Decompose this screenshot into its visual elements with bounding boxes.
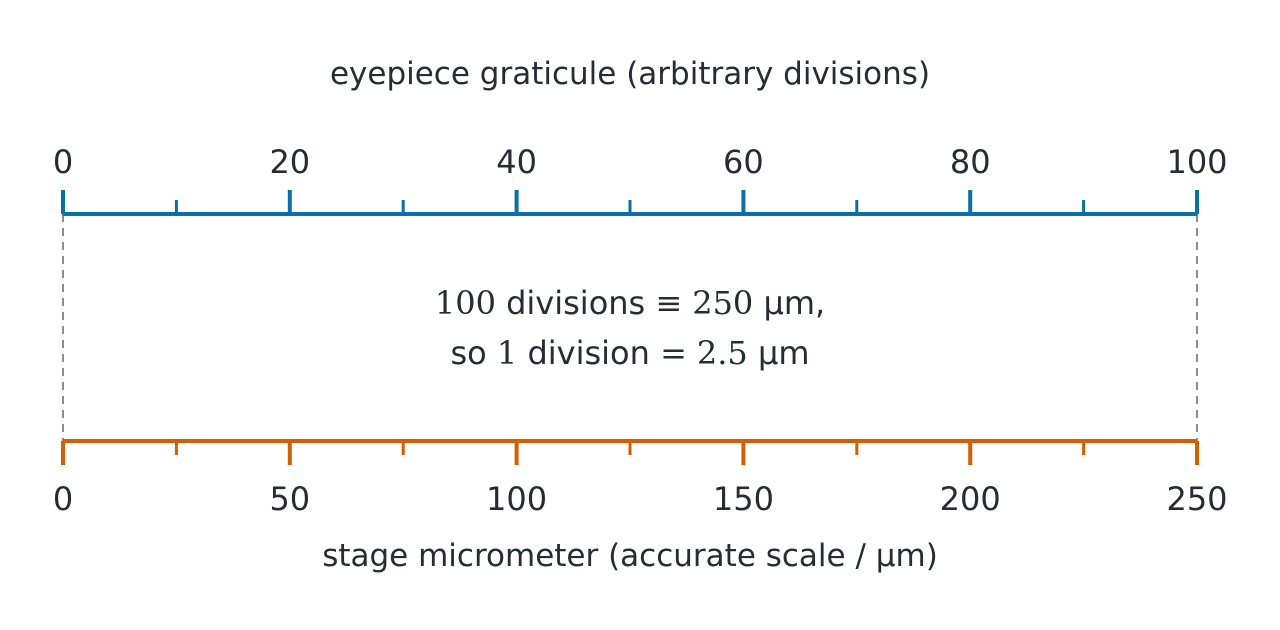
stage-tick-label: 100 xyxy=(486,480,547,518)
single-division-count: 1 xyxy=(497,334,517,372)
stage-scale-title: stage micrometer (accurate scale / μm) xyxy=(322,538,938,574)
eyepiece-scale-title: eyepiece graticule (arbitrary divisions) xyxy=(330,56,930,92)
division-size-unit: μm xyxy=(748,334,810,372)
equals-symbol: = xyxy=(660,334,687,372)
stage-tick-labels: 0 50 100 150 200 250 xyxy=(53,480,1228,518)
stage-tick-label: 200 xyxy=(940,480,1001,518)
stage-tick-label: 50 xyxy=(269,480,310,518)
eyepiece-tick-label: 0 xyxy=(53,143,73,181)
eyepiece-tick-label: 60 xyxy=(723,143,764,181)
eyepiece-ticks xyxy=(61,190,1199,214)
eyepiece-tick-labels: 0 20 40 60 80 100 xyxy=(53,143,1228,181)
equivalence-symbol: ≡ xyxy=(655,284,682,322)
eyepiece-tick-label: 100 xyxy=(1166,143,1227,181)
eyepiece-tick-label: 20 xyxy=(269,143,310,181)
division-word: division xyxy=(517,334,660,372)
stage-tick-label: 250 xyxy=(1166,480,1227,518)
calibration-line-2: so 1 division = 2.5 μm xyxy=(451,334,810,372)
divisions-word: divisions xyxy=(496,284,655,322)
division-count: 100 xyxy=(435,284,496,322)
calibration-line-1: 100 divisions ≡ 250 μm, xyxy=(435,284,825,322)
stage-tick-label: 0 xyxy=(53,480,73,518)
so-word: so xyxy=(451,334,497,372)
eyepiece-tick-label: 80 xyxy=(950,143,991,181)
stage-ticks xyxy=(61,441,1199,465)
division-size-value: 2.5 xyxy=(697,334,748,372)
micrometer-value: 250 xyxy=(692,284,753,322)
micrometer-unit: μm, xyxy=(753,284,825,322)
stage-tick-label: 150 xyxy=(713,480,774,518)
eyepiece-tick-label: 40 xyxy=(496,143,537,181)
